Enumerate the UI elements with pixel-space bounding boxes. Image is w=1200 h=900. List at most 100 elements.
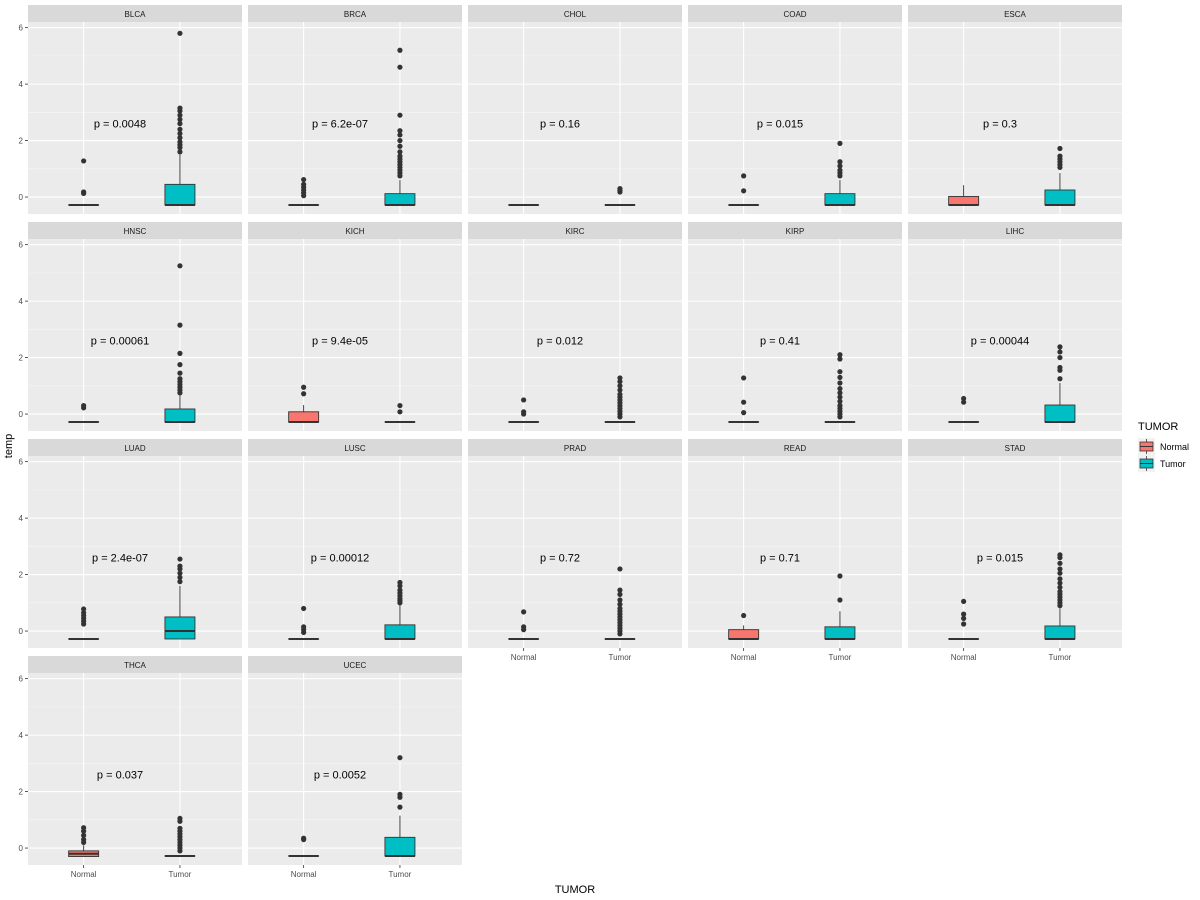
box-tumor — [164, 556, 196, 640]
y-tick-label: 0 — [19, 627, 24, 636]
panel-background — [908, 22, 1122, 214]
legend-label: Tumor — [1160, 459, 1186, 469]
outlier-point — [177, 263, 183, 269]
y-tick-label: 6 — [19, 675, 24, 684]
x-tick-label: Tumor — [169, 870, 192, 879]
outlier-point — [397, 64, 403, 70]
outlier-point — [837, 390, 843, 396]
box-normal — [68, 158, 100, 206]
facet-strip — [248, 439, 462, 456]
outlier-point — [1057, 570, 1063, 576]
outlier-point — [177, 126, 183, 132]
p-value-label: p = 0.00012 — [311, 553, 369, 565]
facet-strip — [468, 222, 682, 239]
p-value-label: p = 0.72 — [540, 553, 580, 565]
y-tick-label: 6 — [19, 241, 24, 250]
box-tumor — [384, 755, 416, 857]
outlier-point — [301, 835, 307, 841]
outlier-point — [397, 579, 403, 586]
outlier-point — [81, 190, 87, 196]
outlier-point — [301, 624, 307, 630]
outlier-point — [177, 563, 183, 569]
box-tumor — [604, 375, 636, 423]
box-tumor — [1044, 145, 1076, 206]
outlier-point — [177, 570, 183, 576]
facet-panel-read: READ p = 0.71 Normal Tumor — [688, 439, 902, 662]
x-tick-label: Tumor — [389, 870, 412, 879]
facet-panel-prad: PRAD p = 0.72 Normal Tumor — [468, 439, 682, 662]
p-value-label: p = 0.0048 — [94, 119, 146, 131]
facet-panel-stad: STAD p = 0.015 Normal Tumor — [908, 439, 1122, 662]
facet-strip-label: UCEC — [344, 661, 367, 670]
outlier-point — [81, 836, 87, 843]
box-tumor — [1044, 344, 1076, 423]
outlier-point — [81, 606, 87, 612]
outlier-point — [617, 387, 623, 393]
facet-strip-label: LIHC — [1006, 227, 1024, 236]
panel-background — [688, 22, 902, 214]
facet-strip-label: LUSC — [344, 444, 366, 453]
p-value-label: p = 6.2e-07 — [312, 119, 368, 131]
facet-strip-label: ESCA — [1004, 10, 1026, 19]
outlier-point — [397, 132, 403, 138]
p-value-label: p = 0.00044 — [971, 336, 1029, 348]
box-tumor — [384, 47, 416, 206]
facet-strip — [28, 5, 242, 22]
facet-strip-label: KIRC — [565, 227, 584, 236]
p-value-label: p = 0.037 — [97, 770, 143, 782]
x-tick-label: Tumor — [1049, 653, 1072, 662]
facet-strip-label: KICH — [345, 227, 364, 236]
facet-strip-label: KIRP — [786, 227, 805, 236]
outlier-point — [177, 376, 183, 382]
outlier-point — [1057, 552, 1063, 558]
p-value-label: p = 0.16 — [540, 119, 580, 131]
box-tumor — [824, 352, 856, 423]
outlier-point — [961, 611, 967, 617]
panel-background — [248, 673, 462, 865]
outlier-point — [81, 158, 87, 164]
facet-strip-label: CHOL — [564, 10, 587, 19]
box-normal — [728, 375, 760, 423]
outlier-point — [177, 574, 183, 581]
facet-panel-ucec: UCEC p = 0.0052 Normal Tumor — [248, 656, 462, 879]
outlier-point — [521, 409, 527, 415]
facet-strip-label: READ — [784, 444, 806, 453]
facet-strip-label: PRAD — [564, 444, 586, 453]
panel-background — [248, 239, 462, 431]
facet-panel-luad: LUAD 0 2 4 6 p = 2.4e-07 — [19, 439, 242, 648]
box-normal — [728, 173, 760, 206]
outlier-point — [1057, 584, 1063, 590]
outlier-point — [177, 322, 183, 328]
box-iqr — [1044, 189, 1076, 206]
box-iqr — [164, 183, 196, 206]
outlier-point — [837, 167, 843, 173]
y-axis-title: temp — [3, 434, 15, 458]
outlier-point — [741, 410, 747, 416]
y-tick-label: 6 — [19, 24, 24, 33]
p-value-label: p = 9.4e-05 — [312, 336, 368, 348]
y-tick-label: 4 — [19, 514, 24, 523]
outlier-point — [521, 609, 527, 615]
facet-strip — [688, 222, 902, 239]
outlier-point — [1057, 588, 1063, 595]
box-normal — [948, 395, 980, 423]
box-normal — [948, 185, 980, 206]
legend-items: Normal Tumor — [1138, 438, 1189, 472]
facet-strip-label: LUAD — [124, 444, 146, 453]
outlier-point — [177, 370, 183, 376]
outlier-point — [397, 804, 403, 810]
outlier-point — [741, 612, 747, 619]
facet-panel-thca: THCA 0 2 4 6 p = 0.037 Normal Tumor — [19, 656, 242, 879]
facet-panel-coad: COAD p = 0.015 — [688, 5, 902, 214]
outlier-point — [1057, 576, 1063, 582]
box-normal — [68, 606, 100, 640]
outlier-point — [397, 587, 403, 593]
box-iqr — [384, 624, 416, 640]
box-iqr — [824, 626, 856, 640]
box-normal — [508, 609, 540, 640]
outlier-point — [837, 163, 843, 169]
panel-background — [688, 239, 902, 431]
box-tumor — [1044, 552, 1076, 640]
outlier-point — [397, 791, 403, 798]
outlier-point — [961, 399, 967, 405]
